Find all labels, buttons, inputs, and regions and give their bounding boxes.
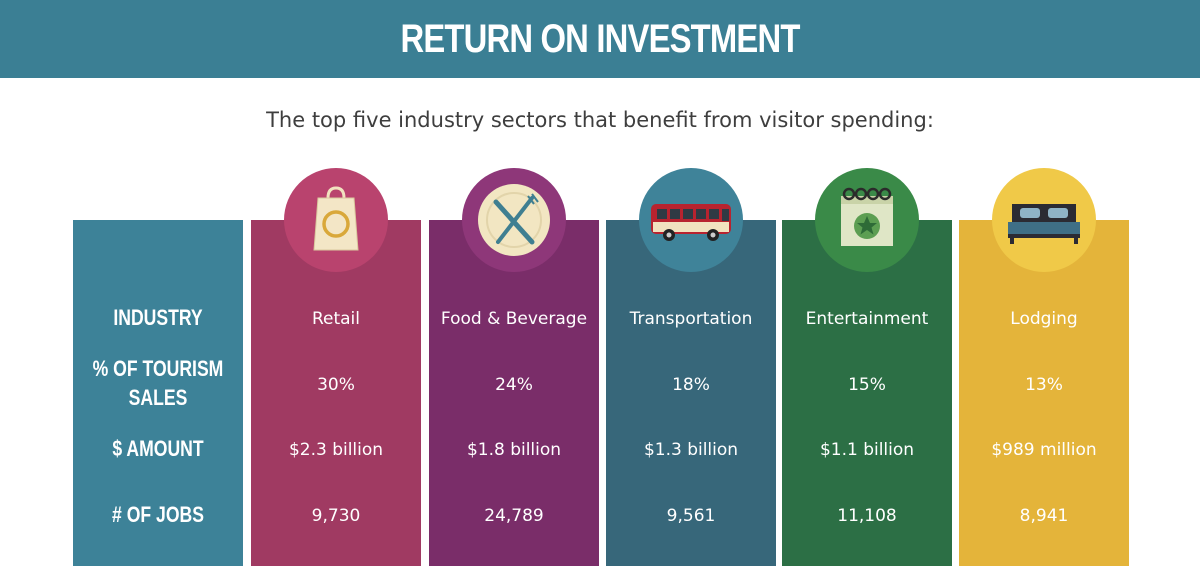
industry-cell: Retail (311, 309, 361, 329)
pct-row-label-line2: SALES (128, 385, 188, 410)
jobs-cell: 8,941 (1019, 506, 1069, 526)
plate-fork-knife-icon (462, 168, 566, 272)
amount-cell: $1.8 billion (466, 440, 562, 460)
jobs-cell: 9,730 (311, 506, 361, 526)
pct-row-label-line1: % OF TOURISM (92, 356, 224, 381)
pct-cell: 15% (848, 375, 886, 395)
industry-cell: Food & Beverage (440, 309, 588, 329)
pct-cell: 30% (317, 375, 355, 395)
pct-cell: 24% (495, 375, 533, 395)
pct-cell: 13% (1025, 375, 1063, 395)
industry-cell: Entertainment (805, 309, 929, 329)
industry-cell: Transportation (629, 309, 753, 329)
sector-column-retail: Retail 30% $2.3 billion 9,730 (251, 220, 421, 566)
sector-column-transportation: Transportation 18% $1.3 billion 9,561 (606, 220, 776, 566)
bed-icon (992, 168, 1096, 272)
industry-cell: Lodging (1010, 309, 1078, 329)
sector-column-lodging: Lodging 13% $989 million 8,941 (959, 220, 1129, 566)
title-banner (0, 0, 1200, 78)
jobs-cell: 24,789 (484, 506, 544, 526)
jobs-cell: 11,108 (837, 506, 897, 526)
jobs-row-label: # OF JOBS (112, 502, 204, 527)
bus-icon (639, 168, 743, 272)
amount-cell: $2.3 billion (288, 440, 384, 460)
pct-cell: 18% (672, 375, 710, 395)
calendar-star-icon (815, 168, 919, 272)
industry-row-label: INDUSTRY (113, 305, 203, 330)
sector-column-entertainment: Entertainment 15% $1.1 billion 11,108 (782, 220, 952, 566)
amount-row-label: $ AMOUNT (112, 436, 204, 461)
amount-cell: $1.3 billion (643, 440, 739, 460)
amount-cell: $1.1 billion (819, 440, 915, 460)
sector-column-food-beverage: Food & Beverage 24% $1.8 billion 24,789 (429, 220, 599, 566)
shopping-bag-icon (284, 168, 388, 272)
jobs-cell: 9,561 (666, 506, 716, 526)
row-labels-column: INDUSTRY % OF TOURISM SALES $ AMOUNT # O… (73, 220, 243, 566)
amount-cell: $989 million (991, 440, 1097, 460)
subtitle: The top five industry sectors that benef… (266, 108, 934, 132)
page-title: RETURN ON INVESTMENT (400, 17, 800, 61)
